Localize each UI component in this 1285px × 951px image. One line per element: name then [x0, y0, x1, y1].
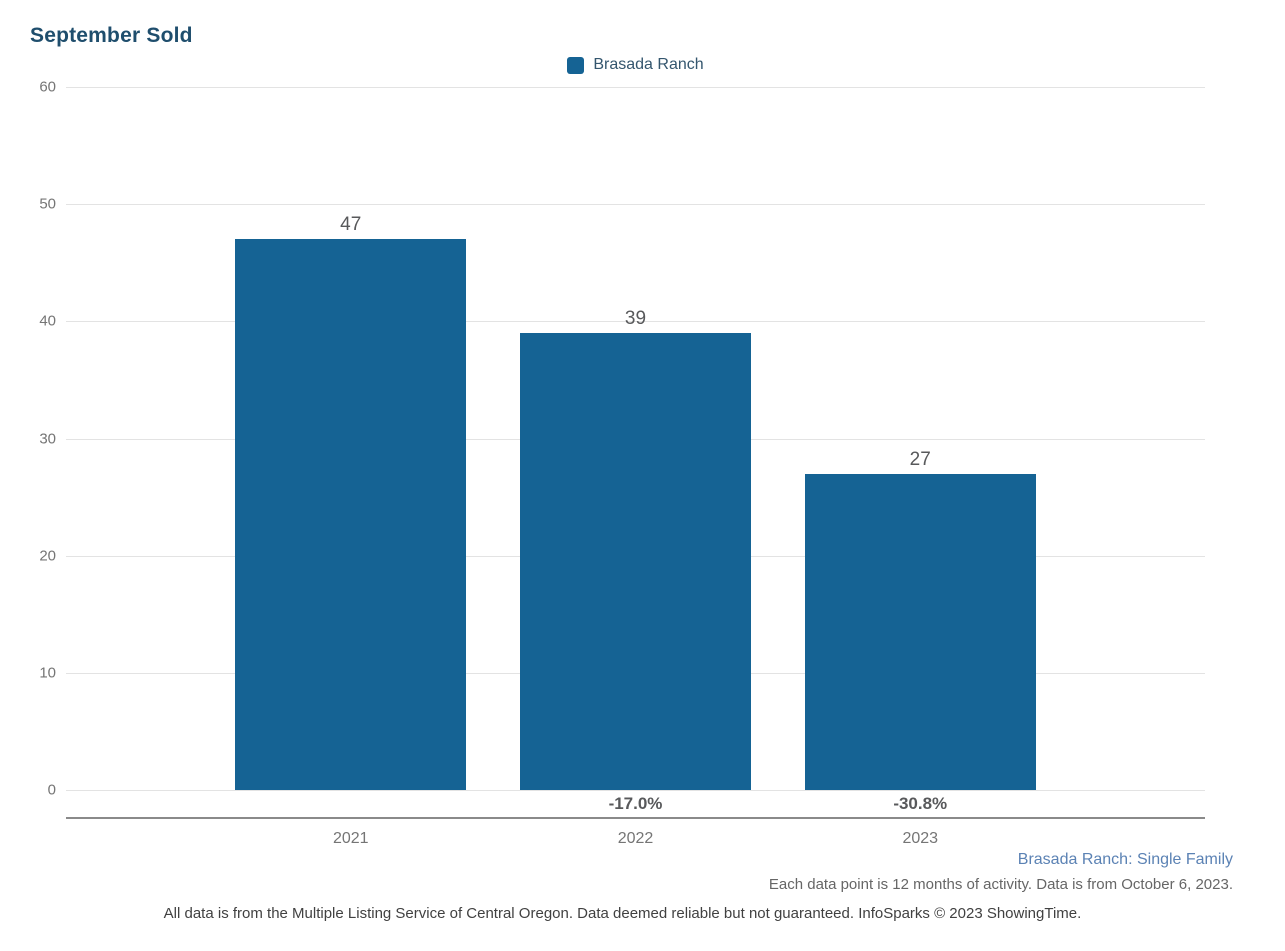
- gridline-y-50: [66, 204, 1205, 206]
- chart-title: September Sold: [30, 24, 193, 47]
- y-axis-tick-label: 40: [39, 312, 56, 330]
- bar-2023[interactable]: [804, 473, 1036, 790]
- y-axis-tick-label: 60: [39, 78, 56, 96]
- gridline-y-60: [66, 87, 1205, 88]
- series-description-link[interactable]: Brasada Ranch: Single Family: [1017, 851, 1233, 868]
- bar-pct-change-label-2023: -30.8%: [893, 794, 948, 813]
- disclaimer: All data is from the Multiple Listing Se…: [163, 905, 1082, 922]
- x-axis-line: [66, 817, 1205, 819]
- y-axis-tick-label: 0: [47, 781, 56, 799]
- x-axis-tick-label-2023: 2023: [902, 830, 939, 847]
- data-note: Each data point is 12 months of activity…: [768, 876, 1233, 893]
- gridline-y-40: [66, 321, 1205, 323]
- bar-2021[interactable]: [235, 239, 467, 790]
- y-axis-tick-label: 50: [39, 195, 56, 213]
- y-axis-tick-label: 10: [39, 664, 56, 682]
- plot-area: 0 10 20 30 40 50 60 47 2021 39 -17.0% 2022 27 -30.8% 2…: [39, 79, 1205, 847]
- bar-value-label-2022: 39: [624, 308, 647, 330]
- bar-2022[interactable]: [520, 333, 751, 790]
- y-axis-tick-label: 20: [39, 547, 56, 565]
- gridline-y-0: [66, 790, 1205, 791]
- bar-value-label-2023: 27: [909, 448, 931, 470]
- x-axis-tick-label-2021: 2021: [332, 830, 369, 847]
- bar-pct-change-label-2022: -17.0%: [608, 794, 663, 813]
- legend-item-brasada-ranch[interactable]: Brasada Ranch: [66, 56, 1205, 74]
- x-axis-tick-label-2022: 2022: [617, 830, 654, 847]
- y-axis-tick-label: 30: [39, 430, 56, 447]
- bar-value-label-2021: 47: [340, 214, 362, 236]
- legend-label: Brasada Ranch: [593, 56, 704, 73]
- legend-swatch-icon: [567, 56, 585, 74]
